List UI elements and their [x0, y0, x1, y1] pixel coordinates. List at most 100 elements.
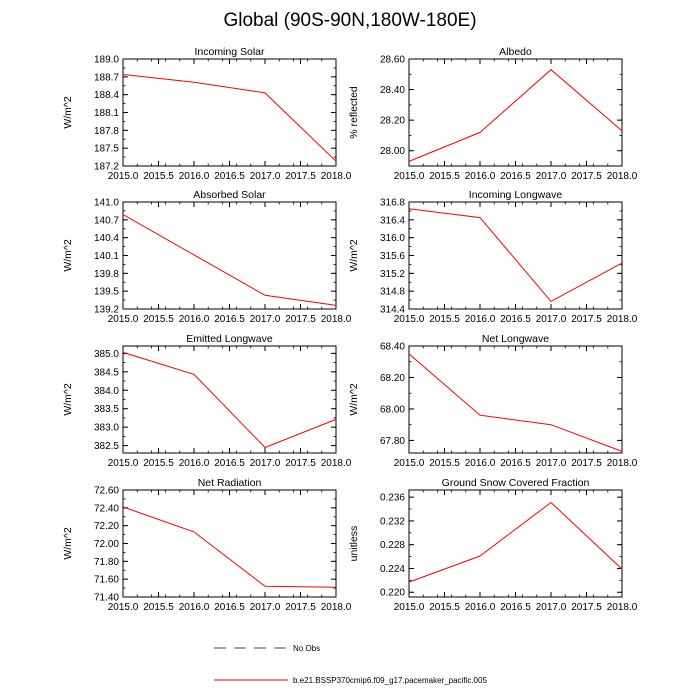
x-tick-label: 2015.0 [108, 602, 139, 613]
y-axis-label: unitless [348, 526, 360, 562]
plot-frame [408, 58, 623, 167]
x-tick-label: 2017.5 [285, 458, 316, 469]
x-tick-label: 2015.0 [394, 314, 425, 325]
legend-obs-label: No Obs [293, 644, 320, 653]
x-tick-label: 2015.5 [143, 602, 174, 613]
panel-title: Albedo [499, 46, 532, 58]
x-tick-label: 2018.0 [607, 602, 638, 613]
x-tick-label: 2018.0 [607, 314, 638, 325]
series-line [122, 351, 337, 449]
x-tick-label: 2018.0 [321, 602, 352, 613]
series-line [408, 501, 623, 583]
y-tick-label: 384.0 [94, 386, 119, 397]
y-tick-label: 316.8 [380, 198, 405, 209]
chart-panel-5: Emitted Longwave W/m^2 2015.0 2015.5 2016.0 2… [62, 333, 352, 469]
y-tick-label: 0.224 [380, 564, 405, 575]
legend-model-label: b.e21.BSSP370cmip6.f09_g17.pacemaker_pac… [293, 676, 487, 685]
y-tick-label: 140.4 [94, 233, 119, 244]
y-tick-label: 384.5 [94, 367, 119, 378]
x-tick-label: 2017.0 [536, 602, 567, 613]
y-tick-label: 72.20 [94, 521, 119, 532]
x-tick-label: 2018.0 [321, 314, 352, 325]
panel-title: Net Longwave [482, 333, 549, 345]
y-axis-label: % reflected [348, 86, 360, 139]
panel-title: Ground Snow Covered Fraction [442, 477, 590, 489]
x-tick-label: 2017.0 [536, 171, 567, 182]
x-tick-label: 2015.5 [429, 314, 460, 325]
x-tick-label: 2016.0 [465, 602, 496, 613]
x-tick-label: 2017.5 [285, 602, 316, 613]
y-tick-label: 385.0 [94, 349, 119, 360]
y-tick-label: 28.60 [380, 55, 405, 66]
y-tick-label: 315.2 [380, 269, 405, 280]
x-tick-label: 2016.5 [500, 458, 531, 469]
x-tick-label: 2018.0 [321, 171, 352, 182]
y-tick-label: 71.60 [94, 575, 119, 586]
y-tick-label: 187.8 [94, 126, 119, 137]
x-tick-label: 2016.5 [500, 602, 531, 613]
x-tick-label: 2015.0 [394, 171, 425, 182]
plot-frame [122, 489, 337, 598]
x-tick-label: 2018.0 [607, 458, 638, 469]
y-axis-label: W/m^2 [62, 383, 74, 416]
y-tick-label: 314.8 [380, 287, 405, 298]
y-tick-label: 316.4 [380, 215, 405, 226]
y-axis-label: W/m^2 [62, 527, 74, 560]
y-tick-label: 141.0 [94, 198, 119, 209]
y-axis-label: W/m^2 [348, 383, 360, 416]
x-tick-label: 2016.0 [465, 314, 496, 325]
y-tick-label: 139.8 [94, 269, 119, 280]
x-tick-label: 2015.5 [429, 458, 460, 469]
panel-title: Emitted Longwave [186, 333, 273, 345]
x-tick-label: 2017.5 [571, 314, 602, 325]
plot-frame [408, 345, 623, 454]
x-tick-label: 2016.0 [179, 458, 210, 469]
series-line [408, 208, 623, 303]
chart-panel-3: Absorbed Solar W/m^2 2015.0 2015.5 2016.0 201… [62, 189, 352, 325]
x-tick-label: 2015.5 [429, 602, 460, 613]
x-tick-label: 2016.5 [214, 314, 245, 325]
y-tick-label: 68.20 [380, 373, 405, 384]
x-tick-label: 2015.0 [108, 458, 139, 469]
y-axis-label: W/m^2 [62, 96, 74, 129]
x-tick-label: 2017.0 [250, 602, 281, 613]
x-tick-label: 2017.0 [250, 458, 281, 469]
chart-panel-4: Incoming Longwave W/m^2 2015.0 2015.5 2016.0… [348, 189, 638, 325]
chart-panel-8: Ground Snow Covered Fraction unitless 2015… [348, 477, 638, 613]
x-tick-label: 2016.5 [500, 171, 531, 182]
series-line [122, 506, 337, 588]
x-tick-label: 2016.5 [500, 314, 531, 325]
x-tick-label: 2016.0 [179, 171, 210, 182]
y-tick-label: 382.5 [94, 441, 119, 452]
y-tick-label: 72.00 [94, 539, 119, 550]
y-tick-label: 188.1 [94, 108, 119, 119]
series-line [408, 69, 623, 162]
chart-panel-2: Albedo % reflected 2015.0 2015.5 2016.0 2016.… [348, 46, 638, 182]
x-tick-label: 2015.5 [429, 171, 460, 182]
y-tick-label: 0.232 [380, 516, 405, 527]
y-tick-label: 0.220 [380, 588, 405, 599]
x-tick-label: 2016.0 [465, 171, 496, 182]
y-tick-label: 72.40 [94, 503, 119, 514]
chart-panel-1: Incoming Solar W/m^2 2015.0 2015.5 2016.0 201… [62, 46, 352, 182]
y-tick-label: 315.6 [380, 251, 405, 262]
x-tick-label: 2017.5 [571, 602, 602, 613]
y-tick-label: 187.5 [94, 144, 119, 155]
y-tick-label: 189.0 [94, 55, 119, 66]
y-tick-label: 71.80 [94, 557, 119, 568]
x-tick-label: 2017.5 [285, 171, 316, 182]
y-tick-label: 314.4 [380, 305, 405, 316]
y-tick-label: 71.40 [94, 593, 119, 604]
y-tick-label: 139.5 [94, 287, 119, 298]
y-tick-label: 139.2 [94, 305, 119, 316]
y-tick-label: 28.20 [380, 116, 405, 127]
y-tick-label: 188.7 [94, 72, 119, 83]
y-tick-label: 383.5 [94, 404, 119, 415]
legend: No Obs b.e21.BSSP370cmip6.f09_g17.pacemak… [214, 644, 487, 685]
series-line [408, 353, 623, 452]
series-line [122, 74, 337, 162]
panel-title: Net Radiation [198, 477, 262, 489]
plot-frame [122, 58, 337, 167]
panel-title: Incoming Solar [194, 46, 265, 58]
